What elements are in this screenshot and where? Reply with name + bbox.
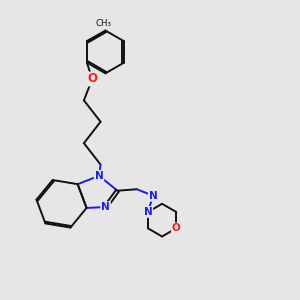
Text: N: N: [149, 191, 158, 201]
Text: O: O: [87, 73, 97, 85]
Text: N: N: [95, 171, 103, 181]
Text: CH₃: CH₃: [96, 20, 112, 28]
Text: N: N: [143, 207, 152, 217]
Text: N: N: [101, 202, 110, 212]
Text: O: O: [172, 223, 181, 233]
